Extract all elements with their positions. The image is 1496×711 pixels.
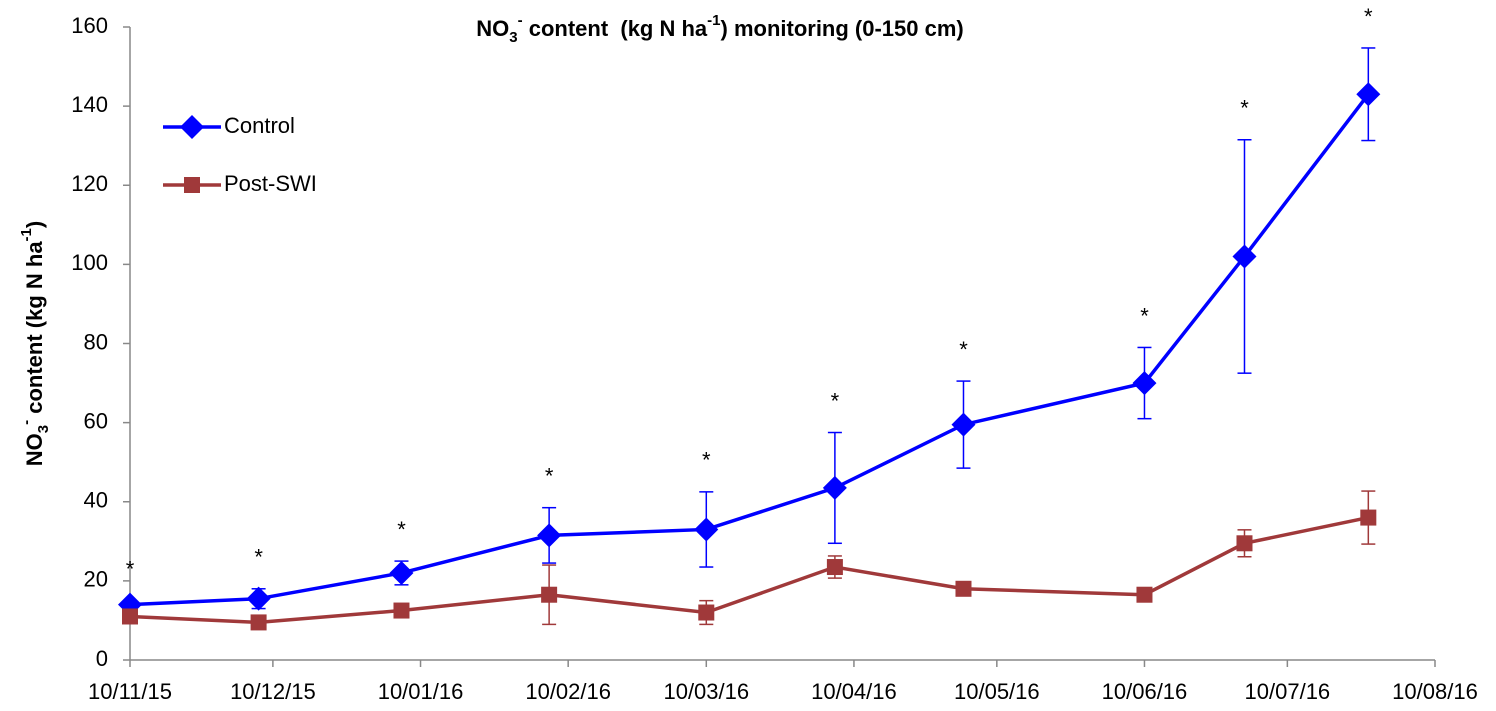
text-part: content (kg N ha xyxy=(22,241,47,420)
y-tick-label: 140 xyxy=(71,92,108,117)
y-tick-label: 160 xyxy=(71,13,108,38)
data-point xyxy=(537,523,562,548)
significance-mark: * xyxy=(397,517,406,542)
data-point xyxy=(122,608,138,625)
data-point xyxy=(955,580,972,597)
text-part: 3 xyxy=(509,29,517,46)
x-tick-label: 10/04/16 xyxy=(811,679,897,704)
significance-mark: * xyxy=(831,388,840,413)
legend-marker xyxy=(180,115,204,139)
x-tick-label: 10/08/16 xyxy=(1392,679,1478,704)
text-part: -1 xyxy=(707,12,720,29)
data-point xyxy=(1232,244,1257,269)
x-tick-label: 10/12/15 xyxy=(230,679,316,704)
text-part: NO xyxy=(22,433,47,466)
data-point xyxy=(1132,371,1157,396)
y-tick-label: 60 xyxy=(84,408,108,433)
data-point xyxy=(698,604,715,621)
y-axis-label: NO3- content (kg N ha-1) xyxy=(18,221,52,466)
data-point xyxy=(250,614,267,631)
data-point xyxy=(951,412,976,437)
significance-mark: * xyxy=(545,463,554,488)
data-point xyxy=(822,475,847,500)
text-part: ) monitoring (0-150 cm) xyxy=(721,16,964,41)
series-line xyxy=(129,93,1370,607)
x-tick-label: 10/05/16 xyxy=(954,679,1040,704)
legend-marker xyxy=(184,177,200,193)
text-part: NO xyxy=(476,16,509,41)
significance-mark: * xyxy=(702,448,711,473)
data-point xyxy=(1236,535,1253,552)
significance-mark: * xyxy=(1140,303,1149,328)
data-point xyxy=(1360,509,1377,526)
data-point xyxy=(826,559,843,576)
significance-mark: * xyxy=(1364,4,1373,29)
data-point xyxy=(1356,82,1381,107)
x-tick-label: 10/01/16 xyxy=(378,679,464,704)
y-tick-label: 0 xyxy=(96,646,108,671)
text-part: - xyxy=(18,420,35,425)
data-point xyxy=(393,602,410,619)
data-point xyxy=(541,586,558,603)
significance-mark: * xyxy=(126,556,135,581)
significance-mark: * xyxy=(1240,96,1249,121)
significance-mark: * xyxy=(959,337,968,362)
data-point xyxy=(389,560,414,585)
legend-label: Post-SWI xyxy=(224,171,317,196)
y-tick-label: 20 xyxy=(84,567,108,592)
y-tick-label: 100 xyxy=(71,250,108,275)
data-point xyxy=(694,517,719,542)
chart-title: NO3- content (kg N ha-1) monitoring (0-1… xyxy=(476,12,964,46)
series-line xyxy=(129,515,1369,625)
text-part: - xyxy=(518,12,523,29)
x-tick-label: 10/03/16 xyxy=(663,679,749,704)
x-tick-label: 10/02/16 xyxy=(525,679,611,704)
x-tick-label: 10/06/16 xyxy=(1102,679,1188,704)
data-point xyxy=(246,586,271,611)
text-part: content (kg N ha xyxy=(523,16,708,41)
y-tick-label: 40 xyxy=(84,488,108,513)
text-part: -1 xyxy=(18,228,35,241)
x-tick-label: 10/11/15 xyxy=(88,679,172,704)
x-tick-label: 10/07/16 xyxy=(1245,679,1331,704)
y-tick-label: 80 xyxy=(84,329,108,354)
legend-label: Control xyxy=(224,113,295,138)
y-tick-label: 120 xyxy=(71,171,108,196)
data-point xyxy=(1136,586,1153,603)
significance-mark: * xyxy=(254,545,263,570)
text-part: ) xyxy=(22,221,47,228)
text-part: 3 xyxy=(35,425,52,433)
